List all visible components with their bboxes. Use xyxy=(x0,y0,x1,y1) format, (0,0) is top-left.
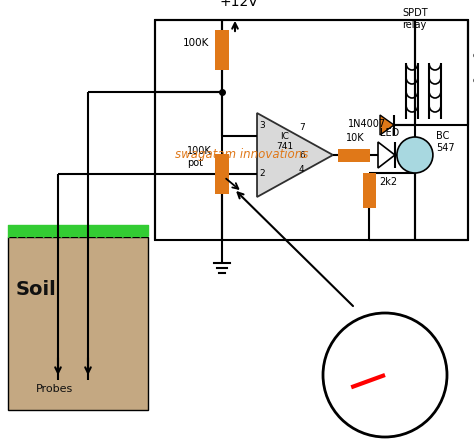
Text: 6: 6 xyxy=(299,151,305,160)
Text: 4: 4 xyxy=(299,165,305,174)
Polygon shape xyxy=(378,142,395,168)
Text: 2k2: 2k2 xyxy=(379,177,397,187)
Text: swagatam innovations: swagatam innovations xyxy=(175,148,309,161)
Bar xyxy=(8,237,148,410)
Text: +12V: +12V xyxy=(220,0,259,9)
Bar xyxy=(8,225,148,237)
Bar xyxy=(363,173,376,208)
Text: 10K: 10K xyxy=(346,133,365,143)
Text: 3: 3 xyxy=(259,121,265,130)
Text: 2: 2 xyxy=(259,169,264,178)
Bar xyxy=(155,20,468,240)
Bar xyxy=(215,30,229,70)
Circle shape xyxy=(397,137,433,173)
Text: SPDT
relay: SPDT relay xyxy=(402,8,428,30)
Text: Soil: Soil xyxy=(16,280,57,299)
Polygon shape xyxy=(380,115,394,135)
Text: Probes: Probes xyxy=(36,384,73,394)
Text: 100K: 100K xyxy=(183,38,210,48)
Circle shape xyxy=(323,313,447,437)
Text: BC
547: BC 547 xyxy=(436,131,455,153)
Text: 7: 7 xyxy=(299,123,305,132)
Text: 100K
pot: 100K pot xyxy=(187,147,212,168)
Bar xyxy=(338,149,370,162)
Text: 1N4007: 1N4007 xyxy=(348,119,386,129)
Text: IC
741: IC 741 xyxy=(276,131,293,151)
Text: LED: LED xyxy=(380,128,399,138)
Bar xyxy=(215,154,229,194)
Polygon shape xyxy=(257,113,333,197)
